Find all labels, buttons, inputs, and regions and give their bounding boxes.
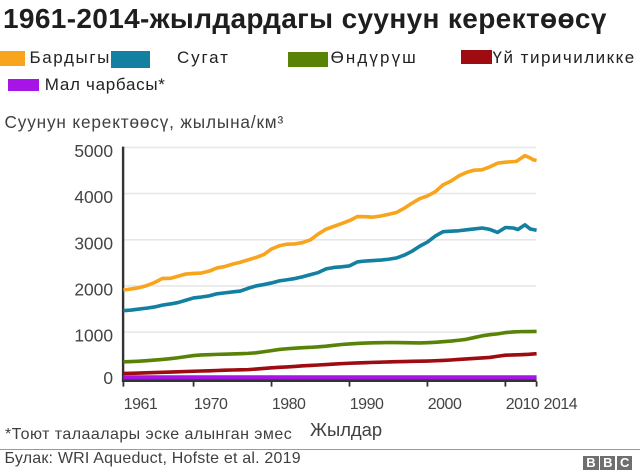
svg-text:5000: 5000: [74, 141, 113, 161]
svg-text:4000: 4000: [74, 187, 113, 207]
svg-text:0: 0: [103, 368, 113, 388]
svg-text:2014: 2014: [544, 396, 578, 413]
svg-text:2010: 2010: [506, 396, 540, 413]
svg-text:2000: 2000: [74, 280, 113, 300]
svg-text:1990: 1990: [350, 396, 384, 413]
svg-text:1000: 1000: [74, 326, 113, 346]
svg-text:1970: 1970: [194, 396, 228, 413]
svg-text:3000: 3000: [74, 233, 113, 253]
svg-text:1961: 1961: [124, 396, 158, 413]
svg-text:2000: 2000: [428, 396, 462, 413]
svg-text:1980: 1980: [272, 396, 306, 413]
